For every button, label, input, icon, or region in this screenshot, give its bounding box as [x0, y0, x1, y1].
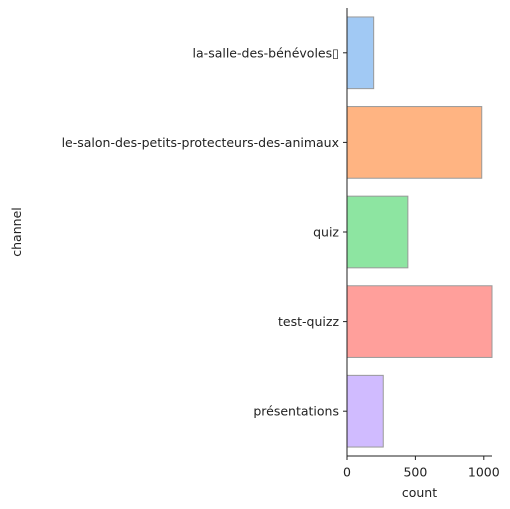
- bar-0: [346, 16, 375, 90]
- x-axis-title: count: [402, 485, 437, 500]
- x-tick-label-0: 0: [343, 465, 351, 480]
- y-tick-label-3: test-quizz: [278, 314, 339, 329]
- bars-group: [346, 16, 493, 448]
- x-ticks-group: 0 500 1000: [343, 456, 500, 480]
- bar-2: [346, 195, 409, 269]
- bar-3: [346, 285, 493, 358]
- x-tick-label-1: 500: [403, 465, 427, 480]
- y-tick-label-0: la-salle-des-bénévoles▯: [193, 45, 339, 60]
- y-ticks-group: la-salle-des-bénévoles▯ le-salon-des-peti…: [62, 45, 347, 419]
- y-axis-title: channel: [9, 207, 24, 256]
- bar-4: [346, 374, 384, 448]
- y-tick-label-2: quiz: [313, 225, 339, 240]
- y-tick-label-1: le-salon-des-petits-protecteurs-des-anim…: [62, 135, 339, 150]
- bar-1: [346, 106, 483, 179]
- x-tick-label-2: 1000: [468, 465, 500, 480]
- y-tick-label-4: présentations: [253, 404, 339, 419]
